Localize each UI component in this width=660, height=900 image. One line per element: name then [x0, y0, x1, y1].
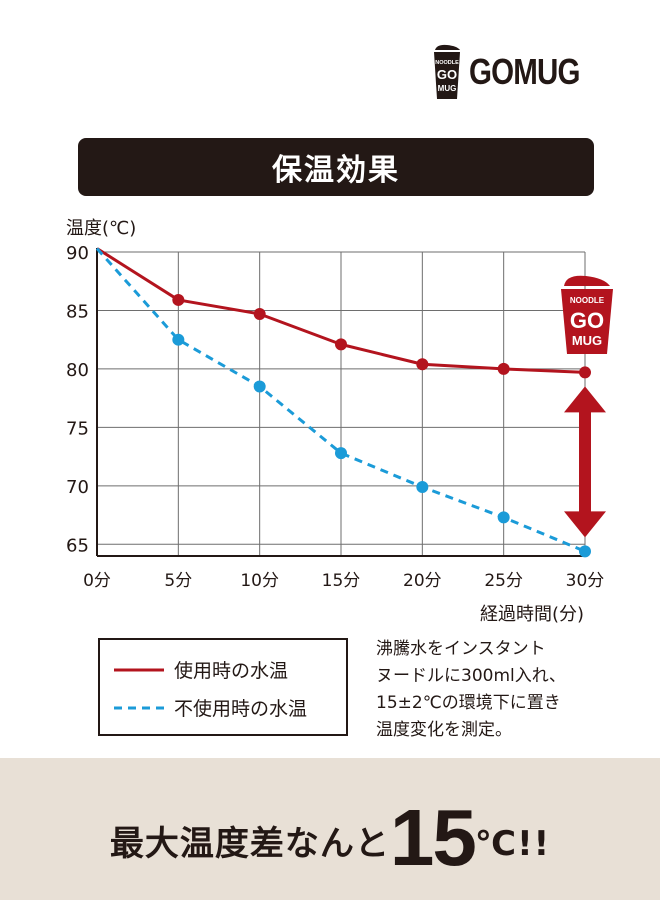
legend-swatch-solid [114, 668, 164, 671]
data-point [416, 481, 429, 494]
noodle-cup-icon: NOODLE GO MUG [434, 44, 460, 99]
x-tick-label: 5分 [164, 571, 192, 591]
y-tick-label: 80 [66, 360, 89, 381]
data-point [253, 380, 266, 393]
x-tick-label: 0分 [83, 571, 111, 591]
cup-text-line: MUG [572, 333, 602, 348]
chart-title: 保温効果 [272, 153, 400, 188]
y-axis-label: 温度(℃) [66, 218, 136, 239]
temperature-chart: 90 85 80 75 70 65 0分 5分 10分 15分 20分 25分 30分 温度(℃) 経過時間… [66, 218, 613, 625]
note-line: 沸騰水をインスタント [376, 639, 546, 659]
brand-name: GOMUG [469, 51, 581, 92]
x-tick-label: 20分 [403, 571, 442, 591]
title-bar: 保温効果 [78, 138, 594, 196]
cup-text-line: GO [570, 308, 604, 333]
data-point [335, 338, 347, 351]
legend-item-used: 使用時の水温 [114, 656, 288, 683]
data-point [579, 545, 591, 558]
note-line: ヌードルに300ml入れ、 [376, 666, 566, 686]
legend: 使用時の水温 不使用時の水温 [98, 638, 348, 736]
noodle-cup-icon: NOODLE GOMUG [561, 275, 613, 354]
y-tick-label: 90 [66, 243, 89, 264]
legend-label: 使用時の水温 [174, 660, 289, 682]
y-tick-label: 70 [66, 477, 89, 498]
y-tick-label: 75 [66, 418, 89, 439]
cup-shape [561, 289, 613, 354]
measurement-note: 沸騰水をインスタント ヌードルに300ml入れ、 15±2℃の環境下に置き 温度… [376, 636, 616, 744]
data-point [579, 366, 591, 379]
note-line: 温度変化を測定。 [376, 720, 512, 740]
x-tick-label: 15分 [322, 571, 361, 591]
x-tick-label: 25分 [484, 571, 523, 591]
difference-arrow [564, 386, 606, 538]
cup-text-line: GO [437, 67, 457, 82]
legend-label: 不使用時の水温 [174, 698, 308, 720]
footer-prefix: 最大温度差なんと [109, 824, 390, 864]
data-point [172, 293, 185, 306]
x-tick-label: 10分 [240, 571, 279, 591]
legend-item-unused: 不使用時の水温 [114, 694, 307, 721]
footer-suffix: ℃!! [474, 824, 551, 864]
x-axis-label: 経過時間(分) [480, 604, 584, 625]
x-tick-label: 30分 [566, 571, 605, 591]
legend-swatch-dashed [114, 706, 164, 709]
data-point [253, 307, 266, 320]
brand-logo: NOODLE GO MUG GOMUG [433, 44, 604, 100]
data-point [335, 447, 347, 460]
data-point [497, 362, 510, 375]
data-point [172, 333, 185, 346]
y-tick-label: 85 [66, 301, 89, 322]
note-line: 15±2℃の環境下に置き [376, 693, 561, 713]
cup-text-line: NOODLE [435, 60, 459, 66]
footer-number: 15 [389, 793, 477, 882]
y-tick-label: 65 [66, 535, 89, 556]
data-point [497, 511, 510, 524]
cup-text-line: NOODLE [570, 296, 605, 305]
cup-shape [564, 275, 610, 286]
data-point [416, 358, 429, 371]
footer-banner: 最大温度差なんと15℃!! [0, 758, 660, 900]
cup-text-line: MUG [438, 84, 457, 93]
footer-headline: 最大温度差なんと15℃!! [0, 792, 660, 884]
